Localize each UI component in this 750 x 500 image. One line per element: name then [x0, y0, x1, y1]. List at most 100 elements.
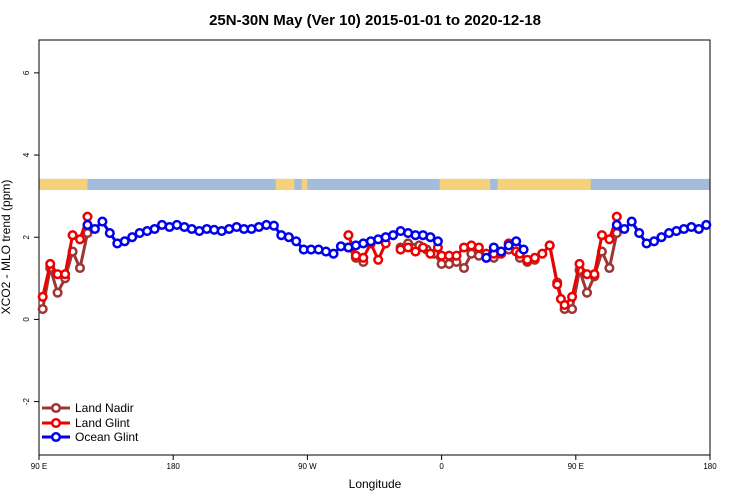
series-land-glint: [37, 211, 622, 311]
data-point-ocean-glint: [89, 223, 100, 235]
legend-marker-ocean-glint: [50, 431, 62, 443]
data-point-ocean-glint: [97, 216, 108, 227]
data-point-land-glint: [537, 248, 548, 259]
data-point-ocean-glint: [619, 223, 630, 235]
data-point-ocean-glint: [268, 220, 279, 231]
data-point-land-glint: [82, 211, 93, 222]
x-tick-label-3: 0: [439, 462, 444, 471]
data-point-land-glint: [552, 279, 563, 290]
ocean-band: [39, 178, 710, 190]
data-point-land-nadir: [581, 287, 593, 298]
y-tick-label-4: 6: [22, 70, 31, 75]
data-point-ocean-glint: [127, 232, 138, 243]
data-point-land-glint: [358, 252, 369, 263]
data-point-land-nadir: [567, 304, 578, 315]
series-line-land-glint-0: [41, 216, 89, 298]
data-point-land-glint: [425, 248, 436, 259]
x-tick-label-4: 90 E: [568, 462, 584, 471]
land-band-segment-3: [439, 178, 491, 190]
legend-marker-land-nadir: [50, 402, 62, 414]
series-layer: [37, 211, 712, 315]
data-point-ocean-glint: [656, 232, 667, 243]
data-point-land-glint: [596, 230, 607, 241]
data-point-ocean-glint: [518, 244, 529, 255]
land-band-segment-0: [39, 178, 88, 190]
data-point-land-glint: [67, 230, 78, 241]
data-point-land-glint: [74, 234, 86, 245]
data-point-ocean-glint: [149, 223, 160, 235]
data-point-ocean-glint: [119, 236, 130, 247]
x-axis-label: Longitude: [349, 477, 402, 491]
data-point-land-glint: [417, 242, 429, 253]
data-point-ocean-glint: [649, 236, 660, 247]
legend-label-land-glint: Land Glint: [75, 416, 130, 430]
series-ocean-glint: [82, 216, 712, 263]
data-point-ocean-glint: [104, 228, 115, 239]
chart-title: 25N-30N May (Ver 10) 2015-01-01 to 2020-…: [209, 12, 541, 29]
data-point-land-glint: [410, 246, 421, 257]
data-point-ocean-glint: [481, 252, 492, 263]
legend-item-land-glint: Land Glint: [42, 416, 130, 430]
data-point-land-glint: [611, 211, 622, 222]
y-tick-label-3: 4: [22, 152, 31, 157]
y-tick-label-0: -2: [22, 397, 31, 405]
data-point-land-glint: [567, 291, 578, 302]
x-tick-label-0: 90 E: [31, 462, 47, 471]
data-point-land-glint: [60, 269, 71, 280]
data-point-land-glint: [45, 258, 56, 269]
data-point-ocean-glint: [432, 236, 443, 247]
legend-marker-land-glint: [50, 417, 62, 429]
data-point-ocean-glint: [291, 236, 302, 247]
data-point-ocean-glint: [693, 223, 704, 235]
x-tick-label-1: 180: [167, 462, 181, 471]
data-point-ocean-glint: [388, 230, 399, 241]
legend: Land Nadir Land Glint Ocean Glint: [42, 401, 139, 444]
data-point-land-glint: [574, 258, 585, 269]
data-point-ocean-glint: [425, 232, 436, 243]
data-point-ocean-glint: [82, 219, 93, 230]
data-point-land-glint: [451, 250, 462, 261]
data-point-land-nadir: [604, 262, 615, 274]
x-axis: 90 E 180 90 W 0 90 E 180: [31, 455, 717, 471]
data-point-ocean-glint: [634, 228, 645, 239]
land-band-segment-4: [497, 178, 591, 190]
legend-label-land-nadir: Land Nadir: [75, 401, 134, 415]
data-point-land-glint: [559, 299, 570, 311]
data-point-land-glint: [473, 242, 484, 253]
surface-band: [39, 178, 710, 190]
x-tick-label-2: 90 W: [298, 462, 317, 471]
y-axis-label: XCO2 - MLO trend (ppm): [0, 180, 13, 315]
data-point-land-glint: [544, 240, 555, 251]
legend-item-ocean-glint: Ocean Glint: [42, 430, 139, 444]
data-point-land-glint: [373, 254, 384, 265]
data-point-land-nadir: [458, 262, 470, 274]
data-point-land-nadir: [37, 304, 48, 315]
data-point-land-glint: [529, 252, 540, 263]
data-point-ocean-glint: [328, 248, 339, 259]
data-point-ocean-glint: [626, 216, 637, 227]
data-point-land-glint: [589, 269, 600, 280]
y-axis: -2 0 2 4 6: [22, 70, 39, 405]
data-point-land-nadir: [52, 287, 63, 298]
y-tick-label-2: 2: [22, 234, 31, 239]
land-band-segment-1: [275, 178, 295, 190]
data-point-land-nadir: [74, 262, 86, 274]
data-point-ocean-glint: [488, 242, 499, 253]
data-point-land-glint: [403, 242, 414, 253]
data-point-land-glint: [37, 291, 48, 302]
legend-label-ocean-glint: Ocean Glint: [75, 430, 139, 444]
x-tick-label-5: 180: [703, 462, 717, 471]
data-point-ocean-glint: [611, 219, 622, 230]
plot-area: [38, 39, 711, 456]
land-band-segment-2: [301, 178, 308, 190]
data-point-ocean-glint: [503, 240, 514, 251]
data-point-ocean-glint: [496, 246, 507, 257]
y-tick-label-1: 0: [22, 317, 31, 322]
data-point-ocean-glint: [283, 232, 294, 243]
data-point-ocean-glint: [701, 219, 712, 230]
data-point-land-glint: [604, 234, 615, 245]
legend-item-land-nadir: Land Nadir: [42, 401, 134, 415]
data-point-land-glint: [343, 230, 354, 241]
data-point-ocean-glint: [511, 236, 522, 247]
